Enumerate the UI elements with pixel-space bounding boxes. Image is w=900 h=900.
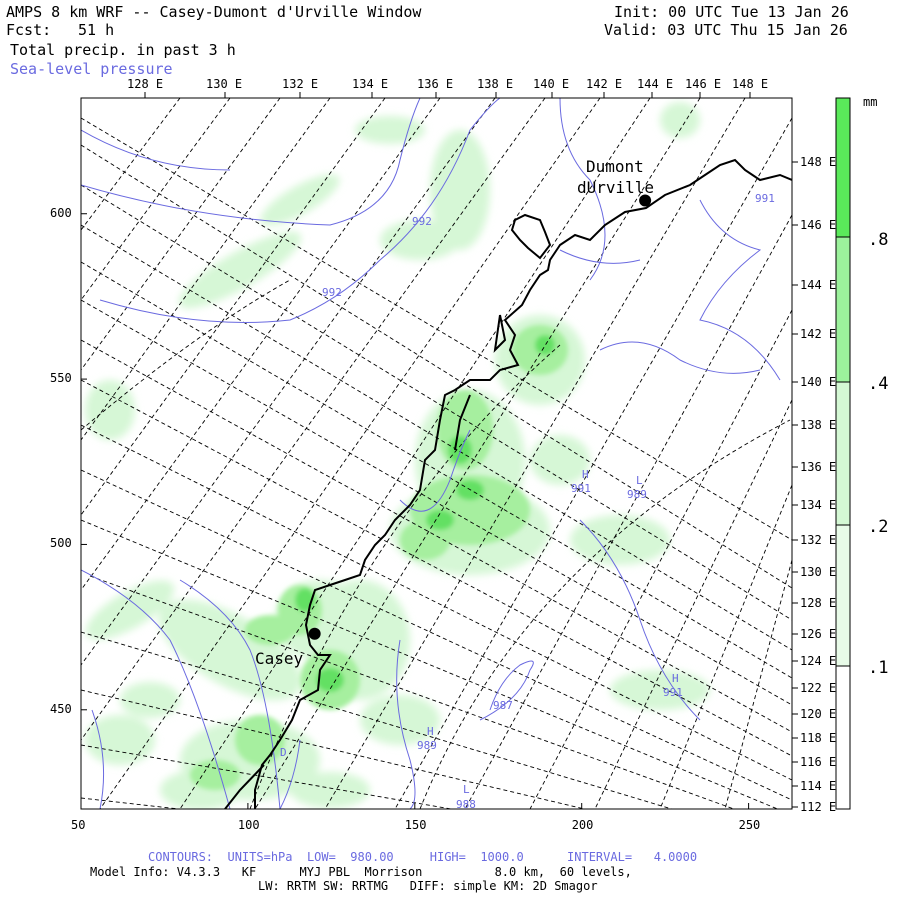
colorbar-low-band bbox=[835, 381, 851, 526]
top-lon-label: 138 E bbox=[477, 77, 514, 91]
valid-time: Valid: 03 UTC Thu 15 Jan 26 bbox=[604, 21, 848, 39]
forecast-hour-label: Fcst: bbox=[6, 21, 52, 39]
coastline bbox=[224, 158, 792, 809]
top-lon-label: 136 E bbox=[417, 77, 454, 91]
footer-model-info: Model Info: V4.3.3 KF MYJ PBL Morrison 8… bbox=[90, 865, 632, 879]
y-axis-label: 450 bbox=[50, 701, 72, 716]
y-axis-label: 600 bbox=[50, 205, 72, 220]
right-lon-label: 134 E bbox=[800, 498, 837, 512]
pressure-center-value: 988 bbox=[456, 798, 476, 811]
contour-label-group: 992 992 991 H 991 L 989 H 991 H 989 L 98… bbox=[280, 192, 775, 811]
station-label-dumont-line1: Dumont bbox=[586, 157, 644, 176]
map-title: AMPS 8 km WRF -- Casey-Dumont d'Urville … bbox=[6, 3, 422, 21]
pressure-center-value: 991 bbox=[571, 482, 591, 495]
pressure-center-value: 991 bbox=[663, 686, 683, 699]
top-ticks bbox=[144, 92, 751, 98]
top-lon-label: 132 E bbox=[282, 77, 319, 91]
right-lon-label: 124 E bbox=[800, 654, 837, 668]
x-axis-label: 50 bbox=[71, 818, 86, 832]
contour-label: 987 bbox=[493, 699, 513, 712]
colorbar-unit: mm bbox=[863, 95, 878, 109]
station-dot[interactable] bbox=[308, 627, 321, 640]
right-lon-label: 142 E bbox=[800, 327, 837, 341]
pressure-center-value: 989 bbox=[417, 739, 437, 752]
colorbar-high-band bbox=[835, 97, 851, 238]
top-lon-label: 144 E bbox=[637, 77, 674, 91]
right-lon-label: 118 E bbox=[800, 731, 837, 745]
right-lon-label: 116 E bbox=[800, 755, 837, 769]
pressure-center-symbol: L bbox=[636, 474, 643, 487]
footer-physics: LW: RRTM SW: RRTMG DIFF: simple KM: 2D S… bbox=[258, 879, 598, 893]
top-lon-label: 140 E bbox=[533, 77, 570, 91]
station-dot[interactable] bbox=[639, 194, 652, 207]
x-axis-label: 250 bbox=[738, 818, 761, 832]
pressure-contours bbox=[81, 98, 781, 809]
right-lon-label: 112 E bbox=[800, 800, 837, 814]
right-lon-label: 144 E bbox=[800, 278, 837, 292]
contour-small-label: D bbox=[280, 746, 287, 759]
top-lon-label: 134 E bbox=[352, 77, 389, 91]
colorbar-blank-band bbox=[835, 665, 851, 810]
right-lon-label: 122 E bbox=[800, 681, 837, 695]
init-time: Init: 00 UTC Tue 13 Jan 26 bbox=[614, 3, 849, 21]
right-lon-label: 130 E bbox=[800, 565, 837, 579]
right-lon-label: 114 E bbox=[800, 779, 837, 793]
station-markers bbox=[308, 194, 652, 640]
precip-colorbar[interactable] bbox=[835, 97, 851, 810]
right-lon-label: 128 E bbox=[800, 596, 837, 610]
right-ticks bbox=[792, 161, 798, 808]
top-lon-label: 128 E bbox=[127, 77, 164, 91]
x-axis-label: 200 bbox=[571, 818, 594, 832]
top-lon-label: 130 E bbox=[206, 77, 243, 91]
colorbar-mid-band bbox=[835, 236, 851, 383]
footer-contours: CONTOURS: UNITS=hPa LOW= 980.00 HIGH= 10… bbox=[148, 850, 698, 864]
colorbar-label: .8 bbox=[868, 230, 889, 250]
top-lon-label: 148 E bbox=[732, 77, 769, 91]
forecast-hour-value: 51 h bbox=[78, 21, 115, 39]
contour-field-label: Sea-level pressure bbox=[10, 60, 173, 78]
precipitation-shading bbox=[85, 102, 710, 809]
lat-lon-grid bbox=[81, 98, 792, 809]
top-lon-label: 146 E bbox=[685, 77, 722, 91]
right-lon-label: 120 E bbox=[800, 707, 837, 721]
colorbar-label: .1 bbox=[868, 658, 889, 678]
contour-label: 992 bbox=[412, 215, 432, 228]
colorbar-lowest-band bbox=[835, 524, 851, 667]
station-label-casey: Casey bbox=[255, 649, 304, 668]
right-lon-label: 132 E bbox=[800, 533, 837, 547]
right-lon-label: 138 E bbox=[800, 418, 837, 432]
top-lon-label: 142 E bbox=[586, 77, 623, 91]
y-axis-label: 550 bbox=[50, 371, 72, 386]
station-label-dumont-line2: dUrville bbox=[577, 178, 655, 197]
field-label: Total precip. in past 3 h bbox=[10, 41, 236, 59]
contour-label: 991 bbox=[755, 192, 775, 205]
y-axis-label: 500 bbox=[50, 536, 72, 551]
right-lon-label: 146 E bbox=[800, 218, 837, 232]
pressure-center-symbol: L bbox=[463, 783, 470, 796]
right-lon-label: 126 E bbox=[800, 627, 837, 641]
pressure-center-symbol: H bbox=[582, 468, 589, 481]
right-lon-label: 148 E bbox=[800, 155, 837, 169]
pressure-center-symbol: H bbox=[427, 725, 434, 738]
y-axis-ticks bbox=[81, 213, 87, 711]
right-lon-label: 140 E bbox=[800, 375, 837, 389]
colorbar-label: .4 bbox=[868, 374, 889, 394]
x-axis-label: 100 bbox=[237, 818, 260, 832]
x-axis-label: 150 bbox=[404, 818, 427, 832]
contour-label: 992 bbox=[322, 286, 342, 299]
x-axis-ticks bbox=[80, 803, 750, 809]
pressure-center-value: 989 bbox=[627, 488, 647, 501]
colorbar-label: .2 bbox=[868, 517, 889, 537]
pressure-center-symbol: H bbox=[672, 672, 679, 685]
right-lon-label: 136 E bbox=[800, 460, 837, 474]
